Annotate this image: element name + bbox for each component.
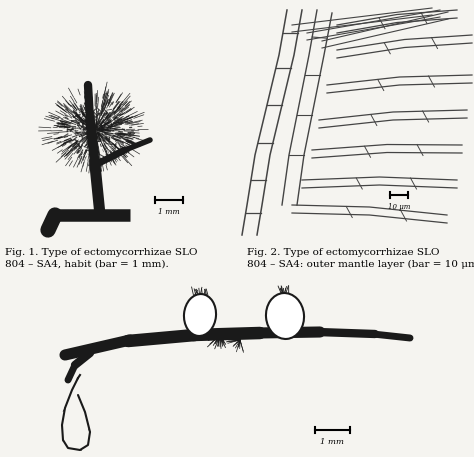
Text: 1 mm: 1 mm [158,208,180,216]
Text: 804 – SA4, habit (bar = 1 mm).: 804 – SA4, habit (bar = 1 mm). [5,260,169,269]
Text: 804 – SA4: outer mantle layer (bar = 10 μm).: 804 – SA4: outer mantle layer (bar = 10 … [247,260,474,269]
Text: Fig. 1. Type of ectomycorrhizae SLO: Fig. 1. Type of ectomycorrhizae SLO [5,248,198,257]
Text: Fig. 2. Type of ectomycorrhizae SLO: Fig. 2. Type of ectomycorrhizae SLO [247,248,439,257]
Ellipse shape [266,293,304,339]
Ellipse shape [184,294,216,336]
Text: 10 μm: 10 μm [388,203,410,211]
Text: 1 mm: 1 mm [320,438,345,446]
